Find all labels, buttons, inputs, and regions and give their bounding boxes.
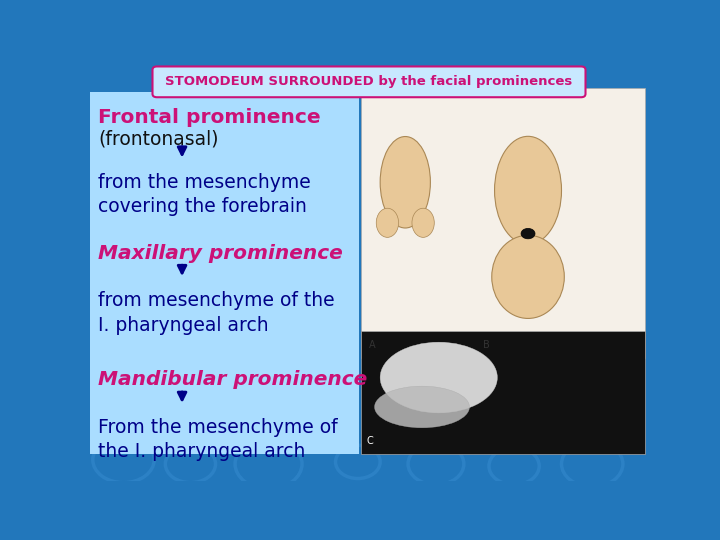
Text: Frontal prominence: Frontal prominence	[99, 109, 321, 127]
Ellipse shape	[374, 386, 469, 428]
Bar	[361, 331, 645, 454]
Text: STOMODEUM SURROUNDED by the facial prominences: STOMODEUM SURROUNDED by the facial promi…	[166, 76, 572, 89]
Text: Maxillary prominence: Maxillary prominence	[99, 244, 343, 262]
Text: Mandibular prominence: Mandibular prominence	[99, 370, 368, 389]
Ellipse shape	[495, 136, 562, 245]
Ellipse shape	[377, 208, 399, 238]
Text: C: C	[366, 436, 373, 446]
Ellipse shape	[380, 342, 498, 413]
Text: from mesenchyme of the
I. pharyngeal arch: from mesenchyme of the I. pharyngeal arc…	[99, 292, 335, 335]
Bar	[361, 87, 645, 358]
Ellipse shape	[412, 208, 434, 238]
Text: From the mesenchyme of
the I. pharyngeal arch: From the mesenchyme of the I. pharyngeal…	[99, 418, 338, 462]
Text: (frontonasal): (frontonasal)	[99, 129, 219, 149]
Ellipse shape	[380, 137, 431, 228]
Ellipse shape	[521, 228, 535, 239]
Text: B: B	[483, 340, 490, 350]
Ellipse shape	[492, 235, 564, 319]
Text: from the mesenchyme
covering the forebrain: from the mesenchyme covering the forebra…	[99, 173, 311, 216]
FancyBboxPatch shape	[153, 66, 585, 97]
Bar	[90, 92, 359, 454]
Text: A: A	[369, 340, 376, 350]
